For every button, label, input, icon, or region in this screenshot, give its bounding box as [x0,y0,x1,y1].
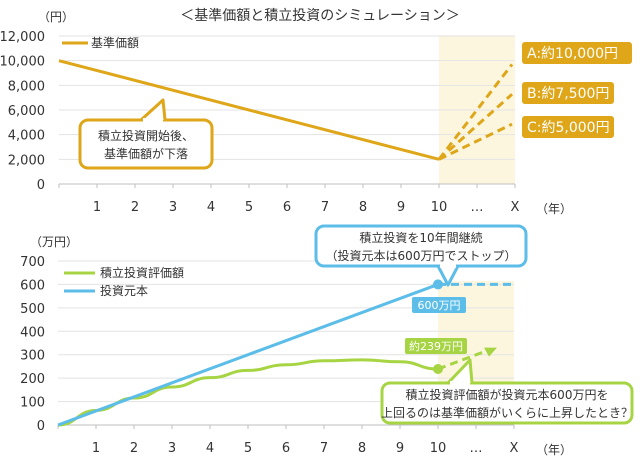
scenario-label-box [522,116,614,138]
continue-callout-pointer [436,265,460,287]
decline-callout-pointer [139,98,167,122]
x-tick-label: 6 [282,441,290,456]
valuation-dashed-arrow [437,348,491,371]
x-tick-label: 2 [130,441,138,456]
principal-label-box [412,297,466,313]
principal-label: 600万円 [418,299,461,312]
y-tick-label: 0 [37,419,45,434]
continue-callout-box [314,224,528,268]
chart-title: ＜基準価額と積立投資のシミュレーション＞ [180,7,459,24]
y-tick-label: 700 [20,255,45,270]
y-tick-label: 8,000 [8,79,45,94]
principal-point [433,279,443,290]
y-tick-label: 200 [20,372,45,387]
question-callout-pointer [446,358,474,385]
scenario-dashed-line [438,122,513,161]
x-tick-label: 1 [92,441,100,456]
x-tick-label: 7 [321,200,329,215]
legend-label: 投資元本 [100,283,148,298]
y-tick-label: 4,000 [8,129,45,144]
y-tick-label: 0 [37,178,45,193]
series-line-base-price [58,59,440,161]
y-tick-label: 300 [20,349,45,364]
scenario-dashed-line [438,93,513,161]
valuation-label-box [405,338,467,354]
x-tick-label: … [470,441,483,456]
y-tick-label: 10,000 [0,55,45,70]
x-axis-unit: （年） [536,202,572,216]
x-tick-label: X [510,441,519,456]
continue-callout-text: （投資元本は600万円でストップ） [326,248,517,263]
x-tick-label: 5 [245,200,253,215]
decline-callout-text: 積立投資開始後、 [98,128,194,143]
question-callout-text: 積立投資評価額が投資元本600万円を [406,387,609,402]
y-tick-label: 100 [20,396,45,411]
x-tick-label: 3 [169,200,177,215]
y-tick-label: 6,000 [8,104,45,119]
y-tick-label: 12,000 [0,30,45,45]
x-tick-label: 9 [396,441,404,456]
x-tick-label: 3 [168,441,176,456]
x-tick-label: 2 [131,200,139,215]
x-tick-label: 6 [283,200,291,215]
legend-label: 積立投資評価額 [100,265,184,280]
x-tick-label: 10 [431,200,448,215]
decline-callout-text: 基準価額が下落 [104,146,188,161]
y-axis-unit: （万円） [30,235,78,249]
x-tick-label: 9 [397,200,405,215]
scenario-label: C:約5,000円 [527,120,610,136]
scenario-dashed-line [437,63,514,161]
legend-label: 基準価額 [91,35,139,50]
y-tick-label: 600 [20,278,45,293]
question-callout-text: 上回るのは基準価額がいくらに上昇したとき？ [381,405,633,420]
arrow-head-icon [484,347,497,357]
x-tick-label: … [471,200,484,215]
valuation-label: 約239万円 [409,339,463,353]
x-tick-label: 4 [207,200,215,215]
question-callout-box [380,381,634,425]
y-tick-label: 500 [20,302,45,317]
x-tick-label: 8 [358,441,366,456]
x-tick-label: 8 [359,200,367,215]
y-tick-label: 400 [20,325,45,340]
x-tick-label: 10 [430,441,447,456]
x-tick-label: 7 [320,441,328,456]
x-tick-label: 5 [244,441,252,456]
x-tick-label: X [511,200,520,215]
scenario-label-box [522,82,614,104]
series-line-principal [57,283,439,427]
x-tick-label: 1 [93,200,101,215]
valuation-point [433,364,443,375]
y-tick-label: 2,000 [8,153,45,168]
x-tick-label: 4 [206,441,214,456]
scenario-label-box [522,42,632,64]
x-axis-unit: （年） [536,443,572,457]
continue-callout-text: 積立投資を10年間継続 [359,230,482,245]
y-axis-unit: （円） [38,10,74,24]
scenario-label: B:約7,500円 [527,86,609,102]
scenario-label: A:約10,000円 [527,46,618,62]
